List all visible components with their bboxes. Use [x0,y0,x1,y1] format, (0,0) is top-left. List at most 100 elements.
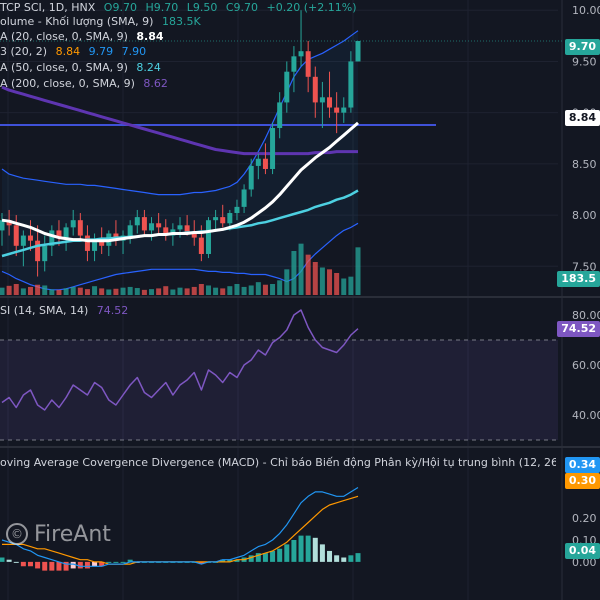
candle-body [56,230,62,238]
macd-histogram-bar [291,540,297,562]
ma200-label: A (200, close, 0, SMA, 9) [0,77,135,90]
candle-body [163,227,169,236]
hist-badge: 0.04 [564,543,600,559]
macd-histogram-bar [92,561,98,567]
signal-badge: 0.30 [564,473,600,489]
volume-bar [106,289,112,295]
bb-basis-value: 8.84 [55,45,81,58]
volume-bar [198,284,204,295]
rsi-axis-tick: 40.00 [572,409,600,422]
candle-body [262,158,268,169]
price-axis-tick: 10.00 [572,4,600,17]
candle-body [334,107,340,113]
candle-body [327,97,333,108]
ohlc-change: +0.20 (+2.11%) [266,1,357,14]
volume-bar [177,287,183,295]
bb-lower-value: 7.90 [121,45,147,58]
price-axis-tick: 7.50 [572,260,597,273]
macd-histogram-bar [227,559,233,562]
candle-body [277,102,283,129]
macd-histogram-bar [255,553,261,562]
volume-bar [255,282,261,295]
ohlc-open: O9.70 [103,1,137,14]
macd-histogram-bar [327,550,333,562]
volume-badge: 183.5 [557,271,600,287]
macd-histogram-bar [6,559,12,562]
volume-bar [70,286,76,295]
ma20-line [1,121,359,243]
macd-histogram-bar [198,561,204,565]
volume-bar [84,289,90,295]
candle-body [177,225,183,230]
volume-bar [6,285,12,295]
legend-ma50-row: A (50, close, 0, SMA, 9) 8.24 [0,61,166,75]
bb-label: 3 (20, 2) [0,45,48,58]
volume-bar [213,287,219,295]
rsi-axis-tick: 60.00 [572,359,600,372]
volume-bar [334,273,340,295]
macd-histogram-bar [42,561,48,571]
bollinger-upper-line [1,30,359,196]
ma200-line [1,85,358,156]
macd-histogram-bar [63,561,69,571]
rsi-axis-tick: 80.00 [572,309,600,322]
legend-ma20-row: A (20, close, 0, SMA, 9) 8.84 [0,30,169,44]
macd-label: oving Average Covergence Divergence (MAC… [0,456,556,469]
volume-bar [284,269,290,295]
volume-bar [77,287,83,295]
candle-body [220,217,226,224]
candle-body [92,240,98,251]
volume-bar [35,284,41,295]
rsi-line [1,309,359,411]
volume-bar [327,269,333,295]
macd-histogram-bar [70,561,76,569]
candle-body [255,158,261,166]
candle-body [213,217,219,221]
candle-body [156,223,162,228]
macd-histogram-bar [355,553,361,562]
volume-bar [149,289,155,295]
fireant-icon: © [6,523,28,545]
volume-bar [156,288,162,295]
volume-bar [191,286,197,295]
macd-histogram-bar [277,548,283,562]
macd-histogram-bar [106,561,112,563]
candle-body [241,189,247,207]
volume-bar [305,254,311,295]
volume-bar [56,289,62,295]
macd-histogram-bar [334,555,340,562]
macd-histogram-bar [77,561,83,569]
volume-bar [227,286,233,295]
volume-value: 183.5K [161,15,201,28]
ma50-label: A (50, close, 0, SMA, 9) [0,61,128,74]
candle-body [319,97,325,103]
macd-axis-tick: 0.00 [572,556,597,569]
volume-bar [127,286,133,295]
ma200-value: 8.62 [143,77,168,90]
macd-histogram-bar [120,561,126,563]
legend-macd-row: oving Average Covergence Divergence (MAC… [0,456,556,470]
macd-histogram-bar [234,559,240,562]
candle-body [70,220,76,228]
legend-ma200-row: A (200, close, 0, SMA, 9) 8.62 [0,77,173,91]
candle-body [42,245,48,262]
volume-bar [262,284,268,295]
macd-histogram-bar [284,544,290,562]
macd-histogram-bar [341,557,347,562]
candle-body [77,220,83,236]
macd-histogram-bar [84,561,90,569]
candle-body [63,227,69,238]
macd-histogram-bar [312,537,318,562]
volume-bar [291,251,297,295]
price-axis-tick: 9.50 [572,55,597,68]
candle-body [184,225,190,232]
price-axis-tick: 8.50 [572,158,597,171]
volume-bar [27,286,33,295]
volume-bar [312,262,318,295]
macd-histogram-bar [127,559,133,562]
volume-bar [184,288,190,295]
candle-body [35,240,41,262]
volume-bar [319,267,325,295]
